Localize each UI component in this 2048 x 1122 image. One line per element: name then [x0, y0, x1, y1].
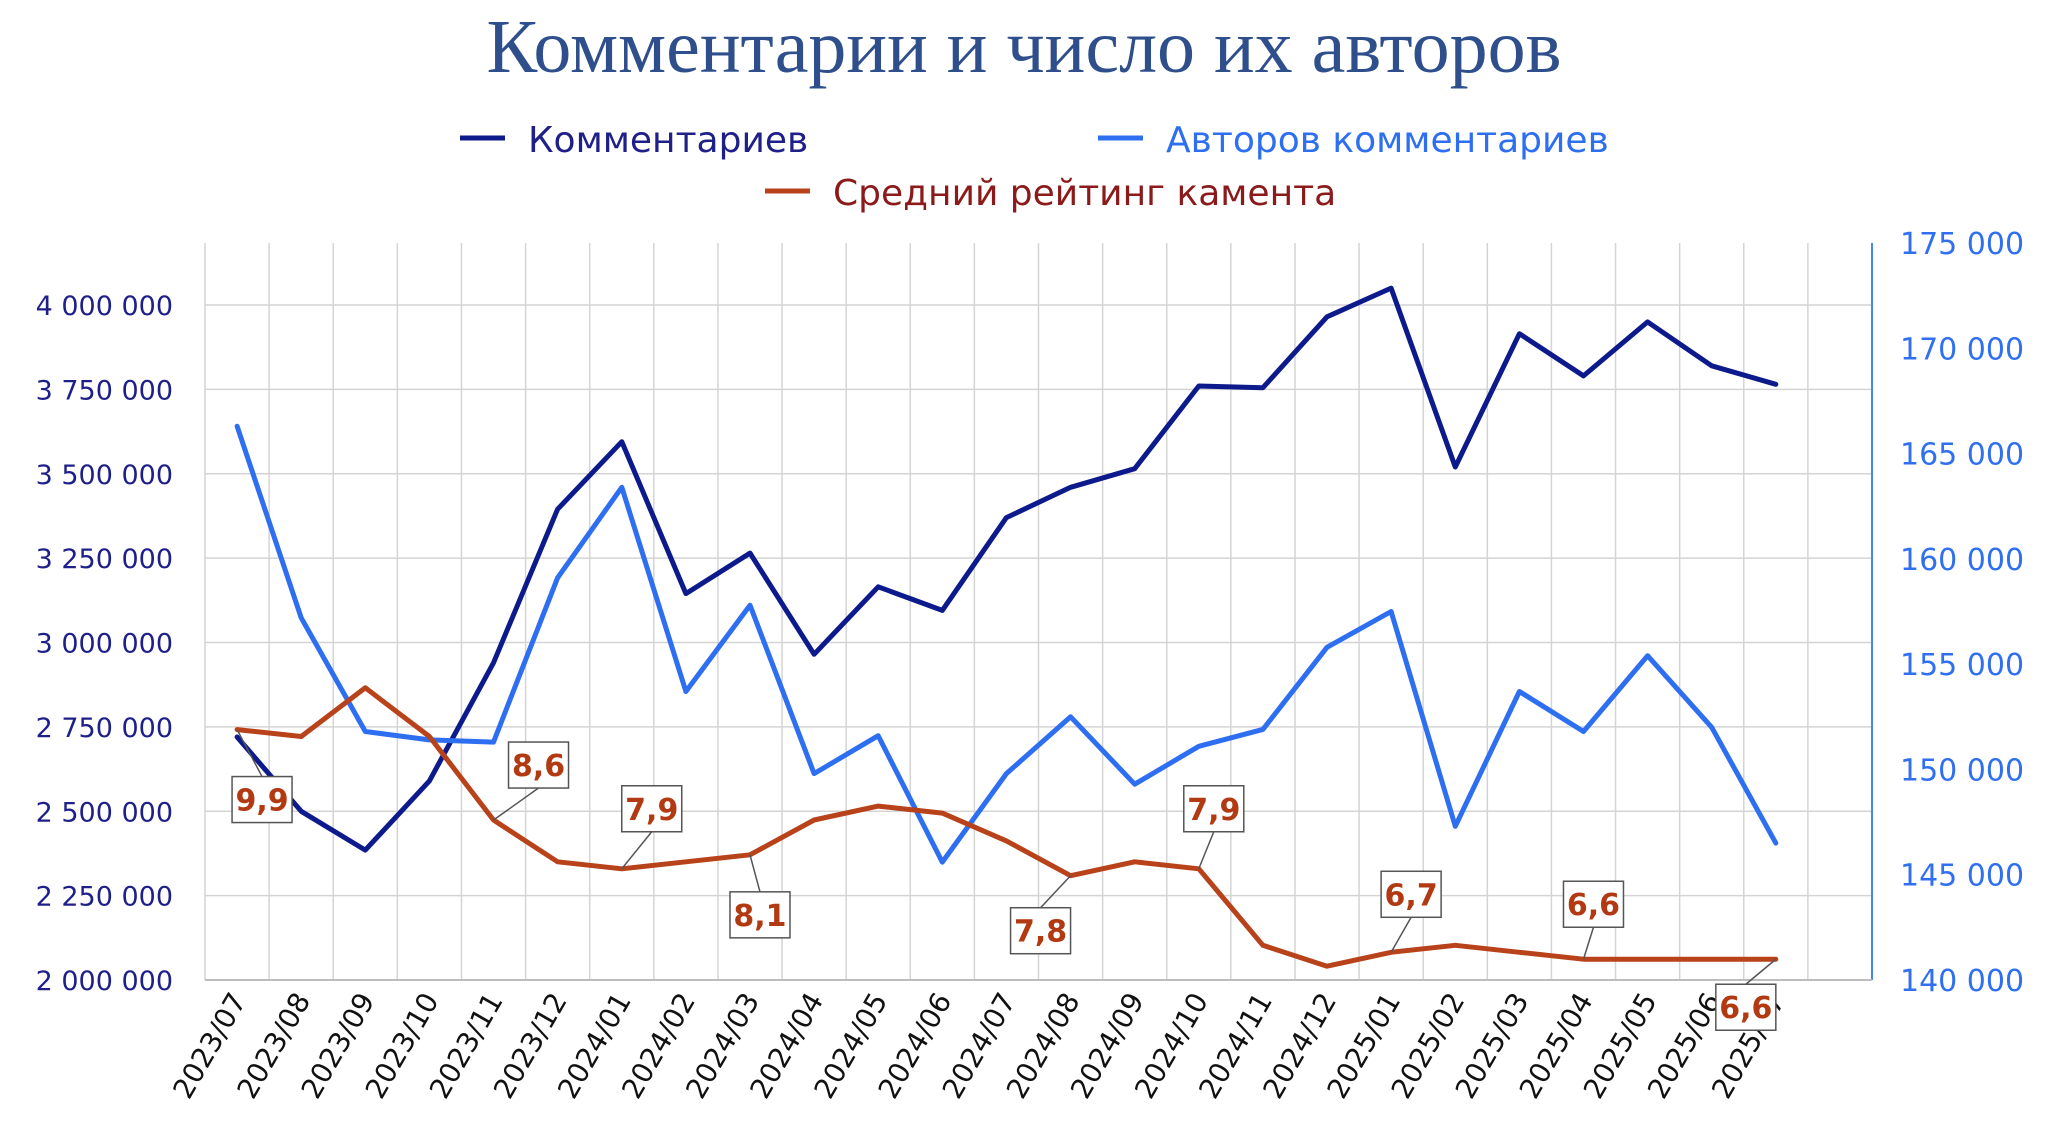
callout-pointer	[621, 831, 653, 870]
callout-pointer	[749, 854, 761, 893]
left-tick-label: 2 000 000	[36, 966, 173, 997]
series-line-1	[234, 285, 1779, 853]
data-label: 9,9	[235, 784, 288, 819]
right-tick-label: 145 000	[1900, 859, 2024, 894]
right-tick-label: 155 000	[1900, 648, 2024, 683]
series-line-2	[234, 423, 1779, 865]
data-label: 6,6	[1719, 991, 1772, 1026]
data-label-callout: 7,9	[1183, 785, 1245, 870]
left-tick-label: 2 500 000	[36, 797, 173, 828]
data-label: 7,9	[1187, 793, 1240, 828]
right-tick-label: 170 000	[1900, 332, 2024, 367]
legend-item-comments: Комментариев	[460, 120, 808, 161]
legend-label-authors: Авторов комментариев	[1166, 120, 1609, 161]
right-tick-label: 175 000	[1900, 227, 2024, 262]
callout-box	[1183, 785, 1245, 833]
callout-box	[621, 785, 683, 833]
right-tick-label: 140 000	[1900, 964, 2024, 999]
callout-pointer	[1040, 875, 1072, 909]
chart-title: Комментарии и число их авторов	[486, 5, 1562, 89]
series-line-3	[234, 685, 1779, 969]
callout-box	[507, 741, 570, 789]
left-tick-label: 3 750 000	[36, 375, 173, 406]
right-tick-label: 150 000	[1900, 753, 2024, 788]
callout-box	[1380, 870, 1442, 919]
data-label: 7,8	[1014, 915, 1067, 950]
callout-box	[231, 775, 293, 824]
axes	[205, 243, 1873, 981]
left-tick-label: 3 000 000	[36, 629, 173, 660]
data-label-callout: 8,6	[493, 741, 570, 821]
data-label: 7,9	[625, 793, 678, 828]
data-label: 6,7	[1385, 878, 1438, 913]
data-label-callout: 6,7	[1380, 870, 1442, 953]
data-label: 8,6	[512, 749, 565, 784]
callout-box	[1715, 983, 1777, 1031]
callout-pointer	[1198, 831, 1215, 870]
grid-lines	[204, 243, 1873, 981]
left-tick-label: 2 750 000	[36, 713, 173, 744]
data-label-callout: 9,9	[231, 729, 293, 824]
callout-pointer	[1745, 958, 1777, 985]
callout-pointer	[1390, 916, 1412, 953]
legend-item-rating: Средний рейтинг камента	[765, 173, 1336, 214]
callout-pointer	[236, 729, 263, 777]
legend-label-rating: Средний рейтинг камента	[833, 173, 1336, 214]
left-tick-label: 2 250 000	[36, 882, 173, 913]
data-label-callout: 6,6	[1715, 958, 1777, 1031]
callout-box	[1562, 880, 1625, 928]
left-tick-label: 3 250 000	[36, 544, 173, 575]
data-label-callout: 8,1	[729, 854, 791, 939]
callout-box	[729, 891, 791, 939]
callout-pointer	[1582, 927, 1595, 960]
right-tick-label: 160 000	[1900, 543, 2024, 578]
legend: Комментариев Авторов комментариев Средни…	[460, 120, 1609, 214]
left-tick-label: 4 000 000	[36, 291, 173, 322]
data-label: 6,6	[1567, 888, 1620, 923]
legend-label-comments: Комментариев	[528, 120, 808, 161]
data-labels: 9,9 8,6 7,9 8,1 7,8 7,9 6,7 6,6 6,6	[231, 729, 1777, 1031]
callout-box	[1009, 906, 1072, 955]
data-label: 8,1	[733, 899, 786, 934]
data-label-callout: 7,8	[1009, 875, 1072, 955]
legend-item-authors: Авторов комментариев	[1098, 120, 1609, 161]
right-tick-label: 165 000	[1900, 438, 2024, 473]
callout-pointer	[493, 787, 539, 821]
data-label-callout: 6,6	[1562, 880, 1625, 960]
left-tick-label: 3 500 000	[36, 460, 173, 491]
data-label-callout: 7,9	[621, 785, 683, 870]
